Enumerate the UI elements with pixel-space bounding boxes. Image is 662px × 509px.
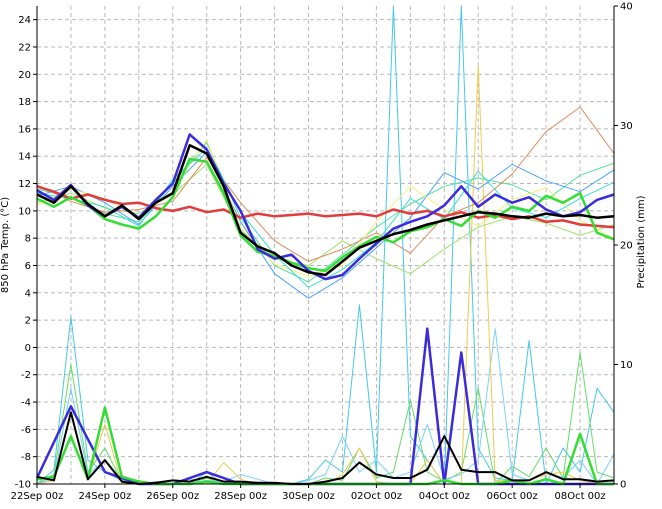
precip-line-member [36,5,615,485]
y-tick-label-left: 22 [18,42,31,53]
x-tick-label: 06Oct 00z [487,491,538,502]
x-tick-label: 22Sep 00z [11,491,64,502]
x-tick-label: 26Sep 00z [146,491,199,502]
series-line-member [36,163,615,275]
precip-line-member [36,352,615,485]
y-tick-label-left: 14 [18,152,31,163]
y-tick-label-left: -6 [21,425,31,436]
y-tick-label-right: 20 [620,241,633,252]
y-tick-label-left: -10 [15,480,31,491]
x-tick-label: 30Sep 00z [282,491,335,502]
y-axis-label-left: 850 hPa Temp. (°C) [0,197,11,293]
series-line-mean [36,144,615,277]
series-line-control [36,157,615,273]
y-tick-label-left: 18 [18,97,31,108]
precip-line-control [36,406,614,486]
y-tick-label-right: 40 [620,2,633,13]
y-tick-label-left: 4 [25,288,31,299]
y-tick-label-left: 10 [18,206,31,217]
x-tick-label: 04Oct 00z [419,491,470,502]
y-tick-label-left: 8 [25,234,31,245]
y-tick-label-left: -4 [21,398,31,409]
x-tick-label: 08Oct 00z [554,491,605,502]
y-tick-label-left: 20 [18,70,31,81]
y-tick-label-left: 6 [25,261,31,272]
precip-line-mean [36,411,615,485]
series-line-climate [36,185,615,229]
y-axis-label-right: Precipitation (mm) [636,195,647,288]
y-tick-label-left: -2 [21,370,31,381]
y-tick-label-left: 0 [25,343,31,354]
y-tick-label-right: 10 [620,360,633,371]
grid-layer [36,6,614,485]
y-tick-label-left: 12 [18,179,31,190]
y-tick-label-right: 30 [620,121,633,132]
y-tick-label-left: 16 [18,124,31,135]
x-tick-label: 02Oct 00z [351,491,402,502]
x-tick-label: 28Sep 00z [214,491,267,502]
y-tick-label-left: 24 [18,15,31,26]
y-tick-label-left: 2 [25,316,31,327]
y-tick-label-right: 0 [620,480,626,491]
series-line-member [36,106,615,262]
x-tick-label: 24Sep 00z [79,491,132,502]
y-tick-label-left: -8 [21,452,31,463]
series-layer [35,5,615,486]
